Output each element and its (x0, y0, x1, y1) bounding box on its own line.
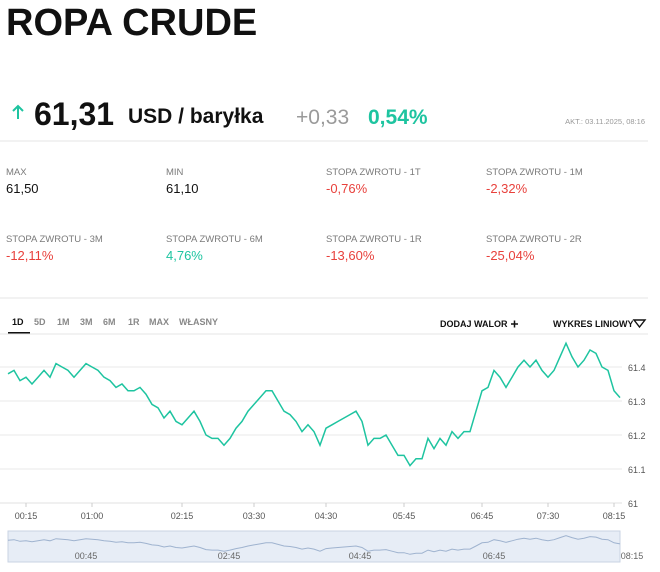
dropdown-icon (632, 319, 647, 329)
x-tick-label: 08:15 (603, 511, 626, 521)
stat-label: MAX (6, 167, 27, 178)
unit: USD / baryłka (128, 105, 264, 128)
y-tick-label: 61.4 (628, 363, 646, 373)
tab[interactable]: 1R (128, 317, 140, 327)
tab[interactable]: 6M (103, 317, 116, 327)
x-tick-label: 05:45 (393, 511, 416, 521)
add-asset[interactable]: DODAJ WALOR (440, 319, 508, 329)
x-tick-label: 02:15 (171, 511, 194, 521)
navigator-label: 04:45 (349, 551, 372, 561)
navigator-label: 00:45 (75, 551, 98, 561)
x-tick-label: 06:45 (471, 511, 494, 521)
chart-type[interactable]: WYKRES LINIOWY (553, 319, 634, 329)
stat-label: STOPA ZWROTU - 6M (166, 234, 263, 245)
change-pct: 0,54% (368, 106, 428, 129)
y-tick-label: 61.3 (628, 397, 646, 407)
stat-value: -0,76% (326, 181, 368, 196)
change: +0,33 (296, 106, 349, 129)
up-arrow (12, 104, 24, 119)
navigator[interactable] (7, 530, 621, 563)
stat-value: 4,76% (166, 248, 203, 263)
stat-label: STOPA ZWROTU - 2R (486, 234, 582, 245)
updated: AKT.: 03.11.2025, 08:16 (565, 117, 645, 126)
y-tick-label: 61 (628, 499, 638, 509)
tabs: 1D 5D 1M 3M 6M 1R MAX WŁASNY (8, 317, 218, 334)
price-line (7, 341, 621, 467)
tab[interactable]: 5D (34, 317, 46, 327)
stat-value: -13,60% (326, 248, 375, 263)
stat-label: STOPA ZWROTU - 3M (6, 234, 103, 245)
tab[interactable]: WŁASNY (179, 317, 218, 327)
plus-icon (511, 320, 518, 328)
x-tick-label: 01:00 (81, 511, 104, 521)
stat-label: MIN (166, 167, 184, 178)
stat-value: -25,04% (486, 248, 535, 263)
tab[interactable]: 1M (57, 317, 70, 327)
y-tick-label: 61.1 (628, 465, 646, 475)
stat-value: 61,50 (6, 181, 39, 196)
x-tick-label: 03:30 (243, 511, 266, 521)
title: ROPA CRUDE (6, 2, 257, 44)
navigator-label: 06:45 (483, 551, 506, 561)
stat-label: STOPA ZWROTU - 1R (326, 234, 422, 245)
navigator-line (7, 535, 621, 555)
tab[interactable]: 1D (12, 317, 24, 327)
price: 61,31 (34, 96, 114, 132)
x-tick-label: 04:30 (315, 511, 338, 521)
stat-value: -2,32% (486, 181, 528, 196)
stat-label: STOPA ZWROTU - 1T (326, 167, 421, 178)
stats: MAX 61,50 MIN 61,10 STOPA ZWROTU - 1T -0,76% S… (6, 167, 583, 263)
tab[interactable]: MAX (149, 317, 169, 327)
navigator-label: 02:45 (218, 551, 241, 561)
y-tick-label: 61.2 (628, 431, 646, 441)
navigator-label: 08:15 (621, 551, 644, 561)
stat-label: STOPA ZWROTU - 1M (486, 167, 583, 178)
stat-value: -12,11% (6, 248, 54, 263)
tab[interactable]: 3M (80, 317, 93, 327)
stat-value: 61,10 (166, 181, 199, 196)
x-tick-label: 00:15 (15, 511, 38, 521)
x-tick-label: 07:30 (537, 511, 560, 521)
